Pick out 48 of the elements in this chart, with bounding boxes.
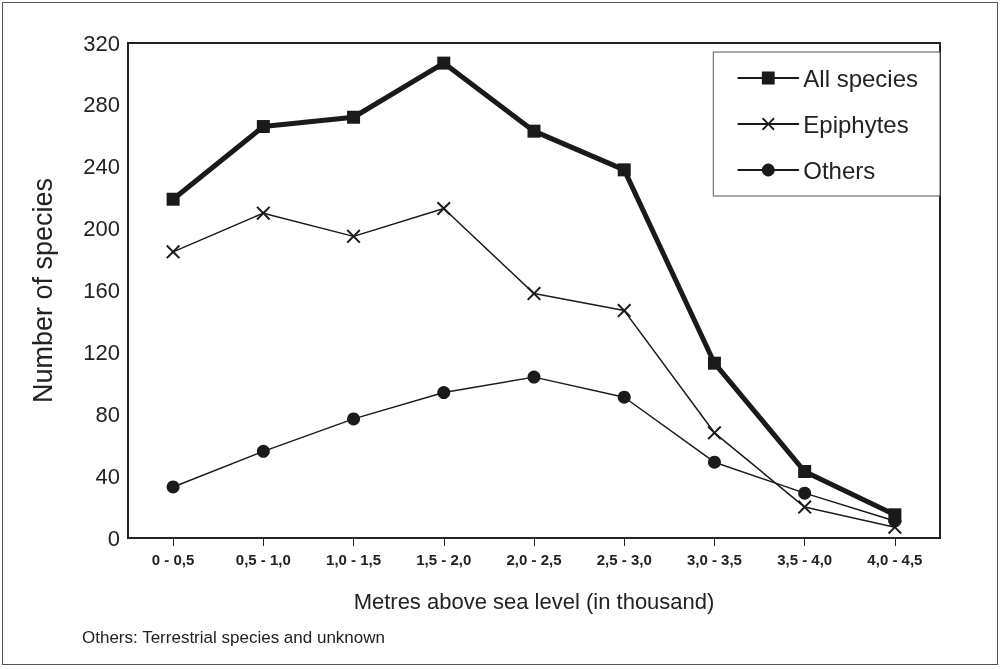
point: [437, 386, 451, 400]
x-tick-label: 3,5 - 4,0: [777, 551, 833, 568]
point: [707, 425, 722, 440]
y-tick-label: 200: [83, 216, 120, 242]
point: [707, 356, 721, 370]
y-tick-label: 320: [83, 30, 120, 56]
x-tick-label: 0,5 - 1,0: [235, 551, 291, 568]
x-axis-title: Metres above sea level (in thousand): [353, 588, 715, 614]
point: [436, 201, 451, 216]
point: [256, 444, 270, 458]
point: [617, 390, 631, 404]
point: [166, 244, 181, 259]
point: [798, 464, 812, 478]
x-tick-label: 1,0 - 1,5: [326, 551, 382, 568]
y-axis-title: Number of species: [27, 177, 58, 404]
point: [347, 110, 361, 124]
legend-label: All species: [803, 64, 918, 92]
point: [256, 120, 270, 134]
x-tick-label: 2,5 - 3,0: [596, 551, 652, 568]
legend-label: Epiphytes: [803, 110, 909, 138]
point: [166, 192, 180, 206]
legend-label: Others: [803, 156, 876, 184]
x-tick-label: 3,0 - 3,5: [686, 551, 742, 568]
x-tick-label: 2,0 - 2,5: [506, 551, 562, 568]
x-tick-label: 0 - 0,5: [151, 551, 195, 568]
point: [527, 370, 541, 384]
point: [346, 229, 361, 244]
point: [347, 412, 361, 426]
y-tick-label: 40: [95, 463, 120, 489]
point: [437, 56, 451, 70]
point: [166, 480, 180, 494]
y-tick-label: 280: [83, 92, 120, 118]
y-tick-label: 240: [83, 154, 120, 180]
x-tick-label: 1,5 - 2,0: [416, 551, 472, 568]
point: [527, 124, 541, 138]
point: [527, 286, 541, 301]
point: [256, 206, 271, 221]
text: Others: Terrestrial species and unknown: [82, 628, 386, 648]
y-tick-label: 160: [83, 278, 120, 303]
point: [798, 486, 812, 500]
point: [797, 500, 812, 515]
point: [707, 455, 721, 469]
point: [617, 163, 631, 177]
y-tick-label: 80: [95, 401, 120, 427]
y-tick-label: 0: [107, 525, 120, 551]
point: [617, 303, 632, 318]
y-tick-label: 120: [83, 339, 120, 365]
x-tick-label: 4,0 - 4,5: [867, 551, 923, 568]
